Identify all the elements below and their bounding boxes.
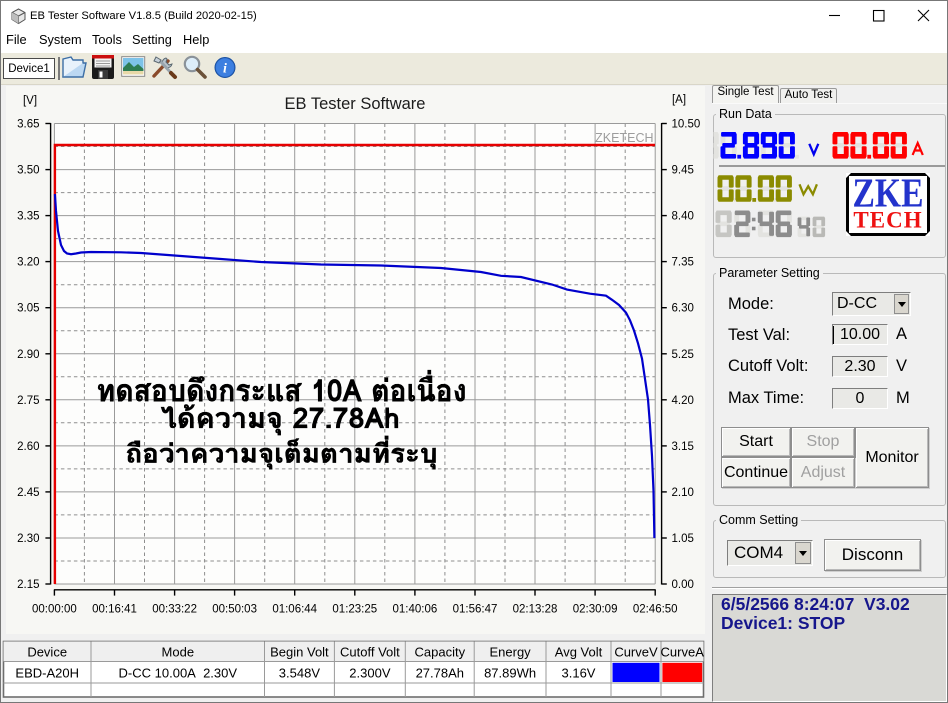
svg-text:[A]: [A] (672, 94, 686, 106)
svg-text:D-CC 10.00A 2.30V: D-CC 10.00A 2.30V (119, 666, 238, 681)
svg-text:EB Tester Software: EB Tester Software (285, 95, 426, 113)
svg-text:3.65: 3.65 (17, 119, 39, 131)
svg-text:7.35: 7.35 (672, 257, 694, 269)
svg-text:TECH: TECH (853, 208, 922, 233)
svg-text:CurveV: CurveV (614, 645, 658, 660)
svg-text:3.50: 3.50 (17, 165, 39, 177)
svg-text:EBD-A20H: EBD-A20H (15, 666, 79, 681)
svg-text:02:30:09: 02:30:09 (573, 604, 618, 616)
svg-text:10.50: 10.50 (672, 119, 701, 131)
svg-text:[V]: [V] (23, 95, 37, 107)
svg-text:CurveA: CurveA (661, 645, 705, 660)
svg-text:4.20: 4.20 (672, 395, 694, 407)
svg-text:Cutoff Volt: Cutoff Volt (340, 645, 400, 660)
svg-text:2.30: 2.30 (17, 533, 39, 545)
svg-text:2.60: 2.60 (17, 441, 39, 453)
svg-text:2.10: 2.10 (672, 487, 694, 499)
svg-text:00:00:00: 00:00:00 (32, 604, 77, 616)
svg-text:8.40: 8.40 (672, 211, 694, 223)
svg-text:Mode: Mode (162, 645, 195, 660)
svg-text:0.00: 0.00 (672, 579, 694, 591)
svg-text:3.548V: 3.548V (279, 666, 321, 681)
svg-text:5.25: 5.25 (672, 349, 694, 361)
svg-text:01:56:47: 01:56:47 (453, 604, 498, 616)
svg-text:Begin Volt: Begin Volt (270, 645, 329, 660)
svg-text:3.35: 3.35 (17, 211, 39, 223)
svg-text:9.45: 9.45 (672, 165, 694, 177)
svg-text:02:13:28: 02:13:28 (513, 604, 558, 616)
svg-text:01:06:44: 01:06:44 (272, 604, 317, 616)
svg-text:Energy: Energy (489, 645, 531, 660)
svg-text:Avg Volt: Avg Volt (555, 645, 603, 660)
svg-text:3.16V: 3.16V (562, 666, 596, 681)
svg-text:1.05: 1.05 (672, 533, 694, 545)
svg-text:Device: Device (27, 645, 67, 660)
svg-text:27.78Ah: 27.78Ah (416, 666, 464, 681)
svg-text:87.89Wh: 87.89Wh (484, 666, 536, 681)
svg-text:2.45: 2.45 (17, 487, 39, 499)
svg-text:01:40:06: 01:40:06 (393, 604, 438, 616)
svg-text:3.15: 3.15 (672, 441, 694, 453)
svg-text:ZKE: ZKE (853, 173, 924, 216)
svg-text:00:16:41: 00:16:41 (92, 604, 137, 616)
svg-text:2.90: 2.90 (17, 349, 39, 361)
svg-text:ZKETECH: ZKETECH (595, 131, 653, 145)
svg-text:3.20: 3.20 (17, 257, 39, 269)
svg-text:2.75: 2.75 (17, 395, 39, 407)
svg-text:6.30: 6.30 (672, 303, 694, 315)
svg-text:00:33:22: 00:33:22 (152, 604, 197, 616)
svg-text:2.15: 2.15 (17, 579, 39, 591)
svg-text:00:50:03: 00:50:03 (212, 604, 257, 616)
svg-text:01:23:25: 01:23:25 (332, 604, 377, 616)
svg-text:02:46:50: 02:46:50 (633, 604, 678, 616)
svg-text:Capacity: Capacity (415, 645, 466, 660)
svg-text:i: i (223, 62, 227, 77)
svg-text:2.300V: 2.300V (349, 666, 391, 681)
svg-text:3.05: 3.05 (17, 303, 39, 315)
